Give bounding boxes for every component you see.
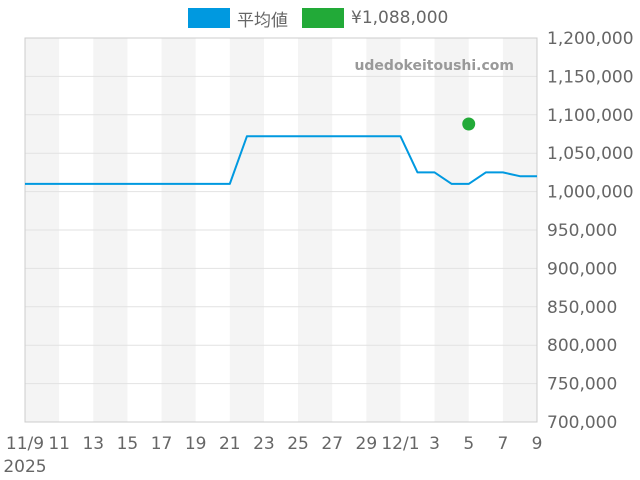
y-tick-label: 700,000 [547, 413, 617, 433]
legend-label-price: ¥1,088,000 [351, 8, 449, 28]
y-tick-label: 1,200,000 [547, 29, 634, 49]
x-tick-label: 15 [117, 434, 139, 454]
y-tick-label: 1,100,000 [547, 106, 634, 126]
average-price-line [25, 135, 537, 185]
y-axis-ticks: 1,200,000 1,150,000 1,100,000 1,050,000 1,00… [547, 29, 634, 433]
x-tick-label: 11 [48, 434, 70, 454]
x-tick-label: 21 [219, 434, 241, 454]
x-tick-label: 3 [429, 434, 440, 454]
x-tick-label: 12/1 [381, 434, 419, 454]
y-tick-label: 1,150,000 [547, 67, 634, 87]
average-swatch [188, 8, 230, 28]
x-tick-label: 17 [151, 434, 173, 454]
x-tick-label: 5 [463, 434, 474, 454]
legend-label-average: 平均値 [237, 10, 288, 31]
x-tick-label: 19 [185, 434, 207, 454]
x-tick-label: 27 [321, 434, 343, 454]
legend: 平均値 ¥1,088,000 [188, 6, 462, 31]
y-tick-label: 950,000 [547, 221, 617, 241]
x-axis-ticks: 11/9 11 13 15 17 19 21 23 25 27 29 12/1 3 5 7 9 2025 [3, 434, 542, 477]
y-tick-label: 1,050,000 [547, 144, 634, 164]
y-tick-label: 800,000 [547, 336, 617, 356]
y-tick-label: 750,000 [547, 375, 617, 395]
x-tick-label: 25 [287, 434, 309, 454]
price-swatch [302, 8, 344, 28]
x-tick-label: 7 [497, 434, 508, 454]
watermark: udedokeitoushi.com [354, 58, 514, 74]
series-layer [25, 117, 537, 185]
y-tick-label: 1,000,000 [547, 183, 634, 203]
x-tick-label: 11/9 [6, 434, 44, 454]
legend-item-average[interactable]: 平均値 [188, 6, 288, 31]
legend-item-price[interactable]: ¥1,088,000 [302, 8, 448, 28]
x-tick-year: 2025 [3, 457, 46, 477]
x-tick-label: 29 [356, 434, 378, 454]
x-tick-label: 9 [532, 434, 543, 454]
y-tick-label: 850,000 [547, 298, 617, 318]
plot-border [24, 37, 538, 423]
x-tick-label: 23 [253, 434, 275, 454]
price-point [462, 117, 476, 131]
y-tick-label: 900,000 [547, 259, 617, 279]
x-tick-label: 13 [82, 434, 104, 454]
